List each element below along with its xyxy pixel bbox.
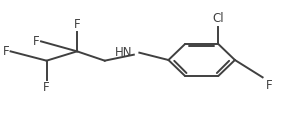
Text: F: F xyxy=(74,18,80,31)
Text: F: F xyxy=(3,45,9,58)
Text: Cl: Cl xyxy=(212,12,224,25)
Text: HN: HN xyxy=(115,46,133,58)
Text: F: F xyxy=(43,81,50,94)
Text: F: F xyxy=(265,79,272,92)
Text: F: F xyxy=(33,35,40,48)
